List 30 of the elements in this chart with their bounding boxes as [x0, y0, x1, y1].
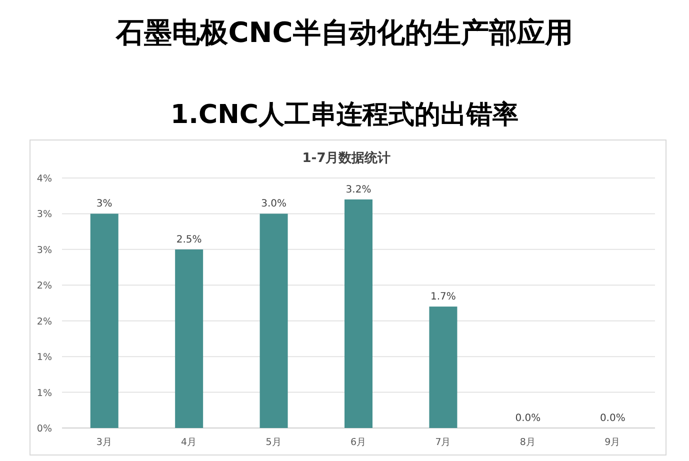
x-tick-label: 5月 — [266, 437, 282, 448]
data-label: 0.0% — [600, 413, 626, 424]
bar — [429, 306, 458, 428]
data-label: 3.0% — [261, 198, 286, 210]
y-tick-label: 2% — [36, 280, 52, 292]
data-label: 3% — [96, 198, 112, 210]
x-tick-label: 8月 — [520, 437, 536, 448]
y-tick-label: 0% — [36, 424, 52, 434]
data-label: 3.2% — [346, 184, 372, 196]
x-tick-label: 9月 — [604, 437, 621, 448]
data-label: 1.7% — [430, 292, 456, 303]
x-tick-label: 7月 — [435, 437, 452, 448]
chart-subtitle: 1.CNC人工串连程式的出错率 — [170, 100, 518, 130]
y-tick-label: 4% — [36, 174, 52, 184]
bar — [90, 214, 118, 428]
y-tick-label: 3% — [36, 244, 52, 256]
y-tick-label: 1% — [36, 388, 52, 399]
y-tick-label: 2% — [36, 316, 52, 328]
y-tick-label: 1% — [36, 352, 52, 364]
bar — [344, 199, 372, 428]
bar — [260, 214, 288, 428]
text: 1-7月数据统计 — [302, 150, 391, 166]
data-label: 0.0% — [515, 413, 541, 424]
data-label: 2.5% — [176, 234, 202, 246]
y-tick-label: 3% — [36, 209, 52, 220]
x-tick-label: 4月 — [181, 437, 198, 448]
x-tick-label: 3月 — [96, 437, 112, 448]
bar — [175, 249, 204, 428]
chart-title: 石墨电极CNC半自动化的生产部应用 — [115, 16, 573, 49]
x-tick-label: 6月 — [350, 437, 367, 448]
